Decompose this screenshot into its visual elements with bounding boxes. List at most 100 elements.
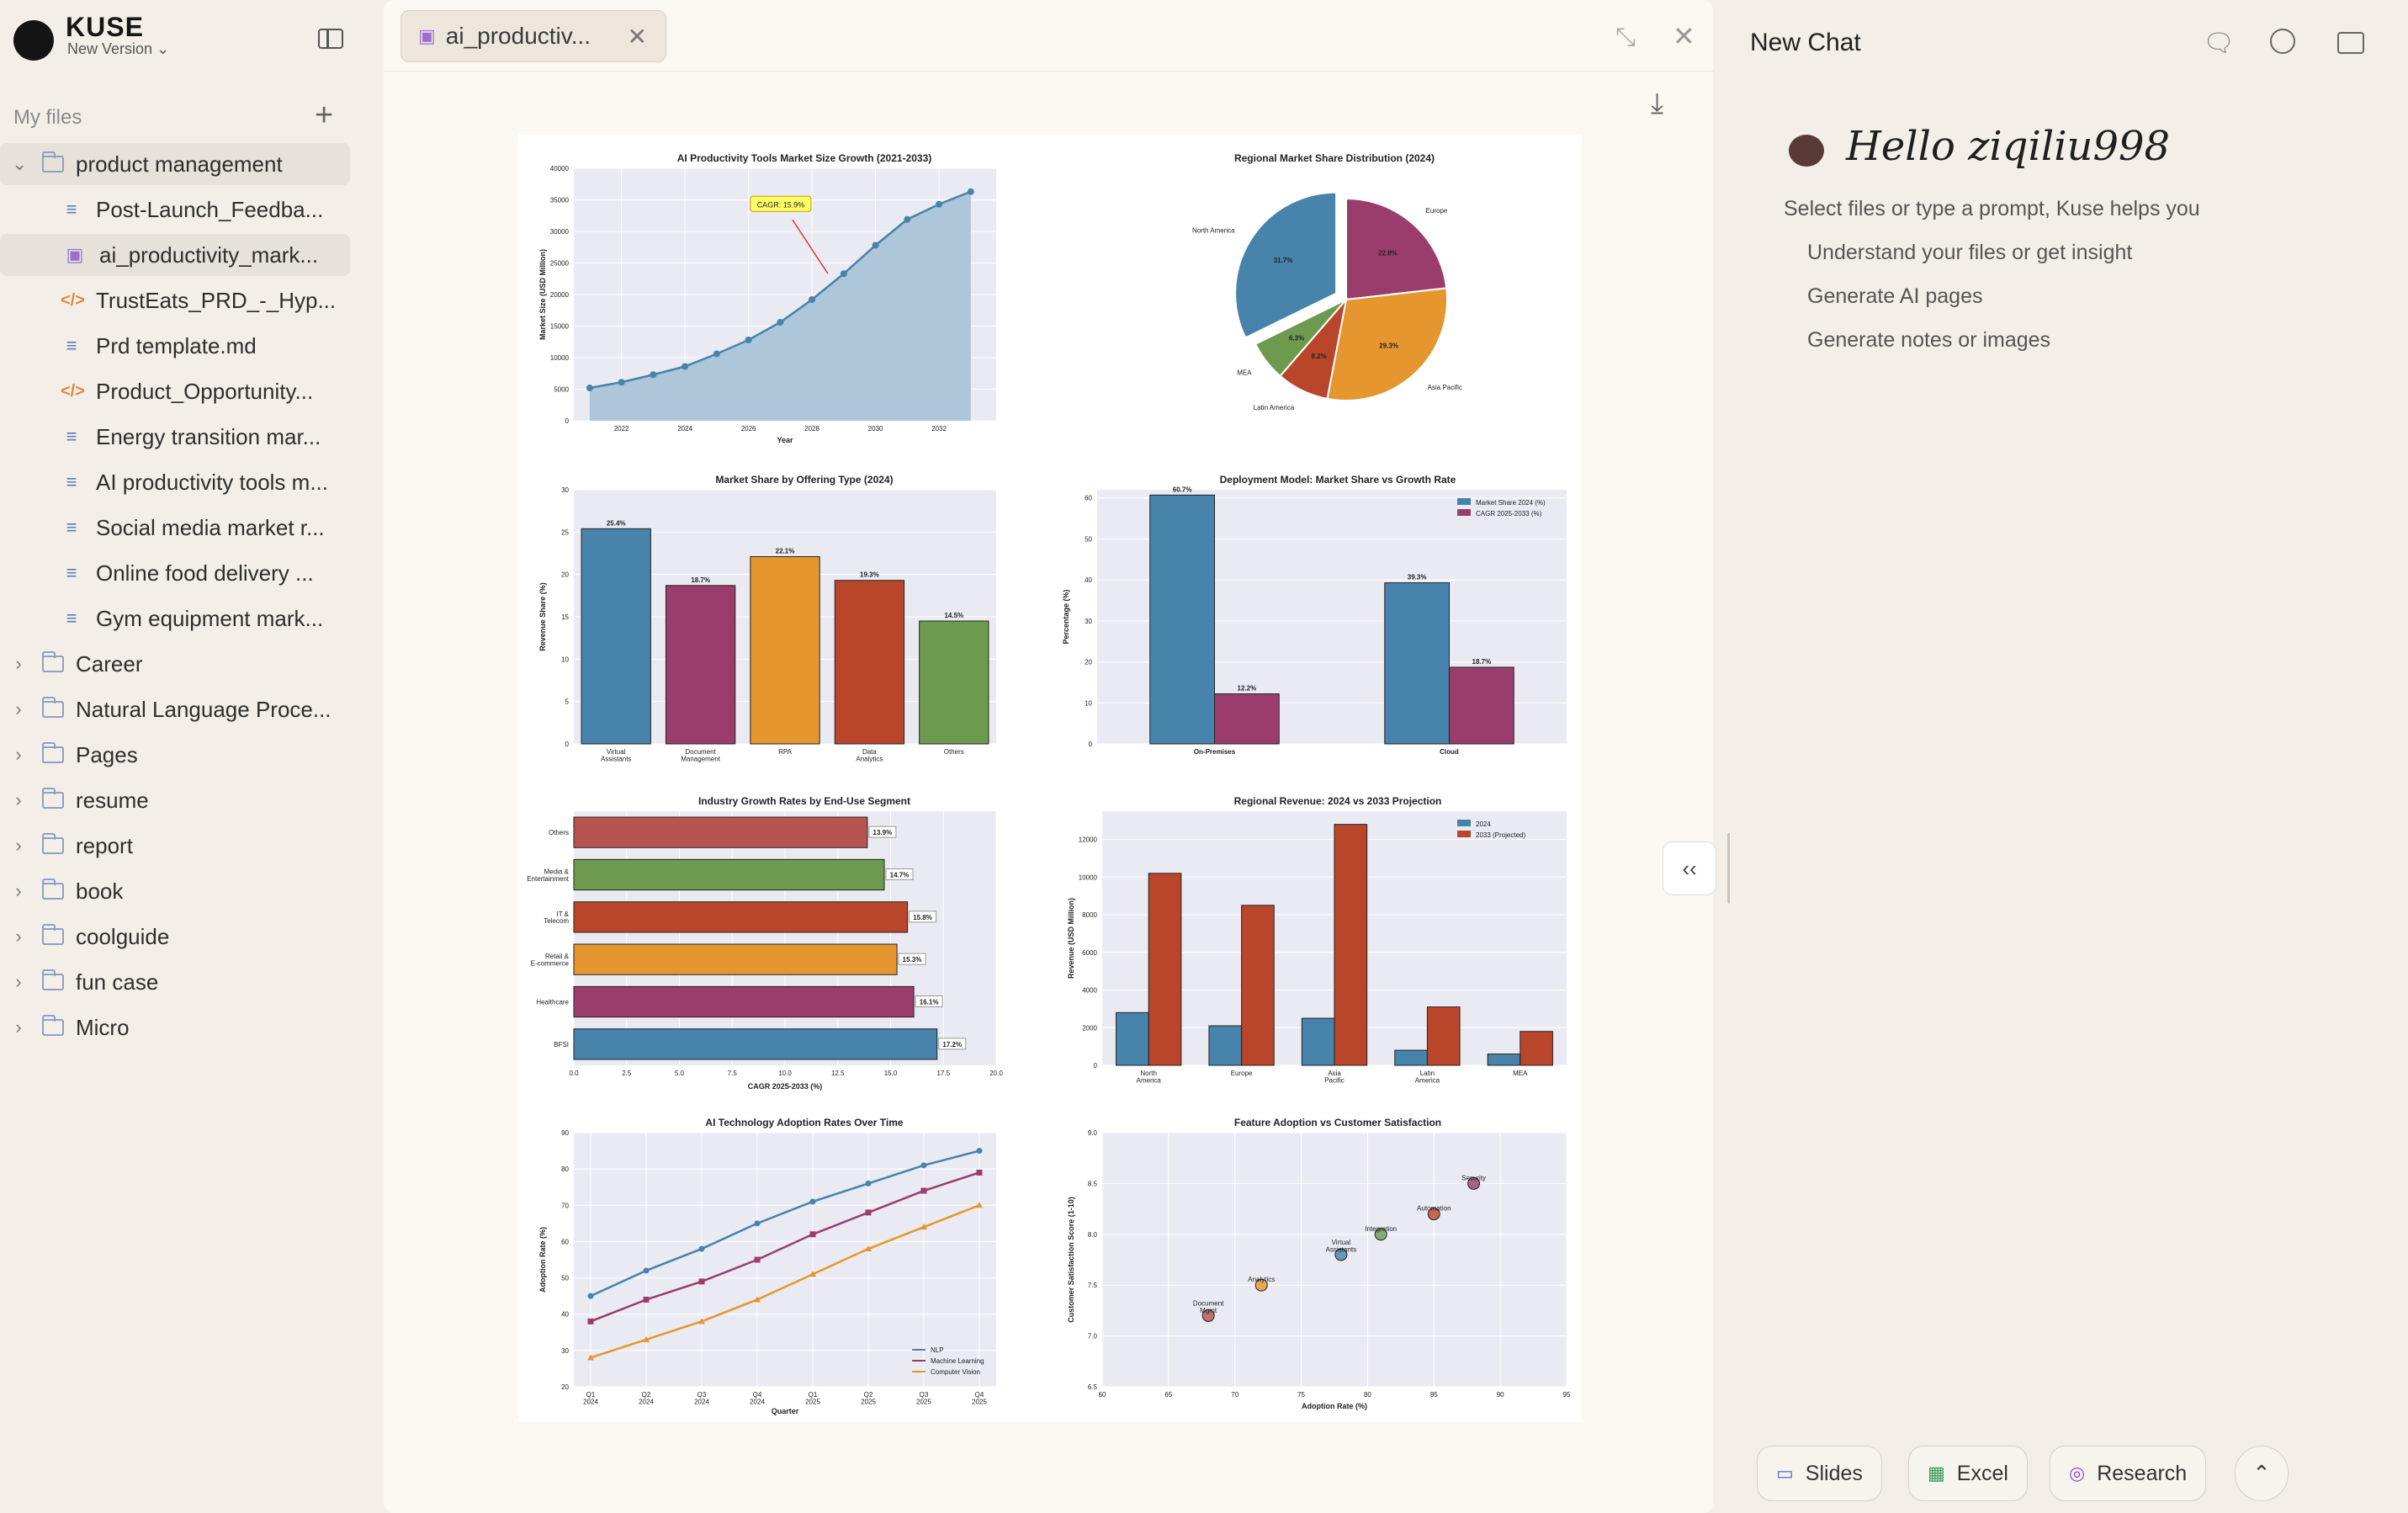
x-tick-label: 17.5 (936, 1070, 950, 1077)
sidebar-toggle-icon[interactable] (318, 29, 343, 49)
folder-item[interactable]: › Natural Language Proce... (0, 688, 350, 730)
code-file-icon: </> (61, 290, 85, 310)
x-tick-label: Q4 (975, 1391, 984, 1399)
chart-title: Deployment Model: Market Share vs Growth… (1220, 474, 1456, 486)
plot-area (1102, 1133, 1567, 1387)
file-item[interactable]: </> Product_Opportunity... (0, 370, 350, 412)
file-item[interactable]: ▣ ai_productivity_mark... (0, 234, 350, 276)
y-tick-label: 2000 (1082, 1024, 1097, 1032)
new-chat-icon[interactable]: 🗨 (2203, 29, 2236, 57)
data-point (872, 242, 879, 249)
document-icon: ≡ (66, 471, 77, 492)
close-tab-icon[interactable]: ✕ (627, 23, 647, 50)
point-label: Assistants (1326, 1245, 1356, 1253)
suggestion-ai-pages[interactable]: Generate AI pages (1807, 284, 1983, 308)
data-point (754, 1296, 761, 1303)
chevron-right-icon[interactable]: › (15, 835, 22, 856)
slice-value-label: 6.3% (1289, 334, 1304, 342)
chevron-right-icon[interactable]: › (15, 744, 22, 765)
slides-button[interactable]: ▭ Slides (1757, 1446, 1882, 1501)
tree-item-label: Gym equipment mark... (96, 605, 324, 631)
y-tick-label: 30 (561, 1347, 569, 1355)
file-item[interactable]: ≡ AI productivity tools m... (0, 461, 350, 503)
annotation-box (750, 195, 812, 212)
folder-item[interactable]: › coolguide (0, 916, 350, 958)
chevron-right-icon[interactable]: › (15, 880, 22, 901)
suggestion-notes-images[interactable]: Generate notes or images (1807, 328, 2051, 352)
chevron-right-icon[interactable]: › (15, 653, 22, 674)
y-tick-label: 8.5 (1088, 1180, 1098, 1187)
bar-value-label: 25.4% (607, 519, 626, 527)
file-item[interactable]: </> TrustEats_PRD_-_Hyp... (0, 279, 350, 321)
version-label: New Version (67, 40, 153, 57)
folder-item[interactable]: › Career (0, 643, 350, 685)
x-tick-label: Latin (1420, 1070, 1435, 1077)
chevron-right-icon[interactable]: › (15, 789, 22, 810)
version-selector[interactable]: New Version ⌄ (67, 40, 169, 58)
y-axis-label: Revenue Share (%) (538, 582, 547, 651)
folder-item[interactable]: ⌄ product management (0, 143, 350, 185)
excel-button[interactable]: ▦ Excel (1908, 1446, 2028, 1501)
x-tick-label: Cloud (1440, 748, 1459, 756)
y-tick-label: 6.5 (1088, 1383, 1098, 1391)
panel-toggle-icon[interactable] (2337, 32, 2364, 54)
research-button[interactable]: ◎ Research (2050, 1446, 2207, 1501)
chevron-right-icon[interactable]: › (15, 698, 22, 719)
data-point (698, 1245, 705, 1252)
folder-item[interactable]: › report (0, 825, 350, 867)
file-item[interactable]: ≡ Post-Launch_Feedba... (0, 188, 350, 231)
suggestion-understand[interactable]: Understand your files or get insight (1807, 241, 2133, 264)
tab-ai-productivity-image[interactable]: ▣ ai_productiv... ✕ (400, 10, 666, 62)
bar (665, 585, 736, 745)
file-item[interactable]: ≡ Energy transition mar... (0, 416, 350, 458)
folder-icon (42, 742, 64, 763)
y-tick-label: Healthcare (536, 999, 569, 1006)
slice-category-label: MEA (1237, 369, 1252, 377)
annotation-label: CAGR: 15.9% (757, 200, 805, 209)
file-item[interactable]: ≡ Social media market r... (0, 507, 350, 549)
chevron-right-icon[interactable]: › (15, 971, 22, 992)
file-item[interactable]: ≡ Online food delivery ... (0, 552, 350, 594)
download-icon[interactable]: ⤓ (1651, 88, 1664, 119)
minimize-icon[interactable]: ⤡ (1615, 24, 1636, 51)
file-item[interactable]: ≡ Prd template.md (0, 325, 350, 367)
folder-item[interactable]: › book (0, 870, 350, 912)
data-point (936, 200, 943, 208)
file-item[interactable]: ≡ Gym equipment mark... (0, 597, 350, 640)
x-tick-label: RPA (778, 748, 793, 756)
bar (573, 816, 868, 848)
scatter-point (1427, 1208, 1440, 1221)
folder-item[interactable]: › Pages (0, 734, 350, 776)
close-viewer-icon[interactable]: ✕ (1673, 21, 1695, 51)
add-file-icon[interactable]: + (315, 98, 334, 133)
folder-item[interactable]: › Micro (0, 1006, 350, 1048)
chevron-right-icon[interactable]: › (15, 1017, 22, 1038)
document-icon: ≡ (66, 335, 77, 356)
collapse-panel-button[interactable]: ‹‹ (1663, 841, 1716, 895)
expand-toolbar-button[interactable]: ⌃ (2235, 1446, 2289, 1501)
y-tick-label: Media & (544, 868, 570, 876)
y-tick-label: 0 (565, 417, 570, 425)
chevron-down-icon[interactable]: ⌄ (12, 153, 28, 174)
folder-item[interactable]: › resume (0, 779, 350, 821)
my-files-header: My files (13, 106, 82, 129)
viewer-divider (384, 71, 1713, 72)
data-point (650, 371, 657, 379)
folder-item[interactable]: › fun case (0, 961, 350, 1003)
y-tick-label: 6000 (1082, 949, 1097, 957)
file-sidebar: KUSE New Version ⌄ My files + ⌄ product m… (0, 0, 384, 1513)
y-tick-label: IT & (556, 910, 569, 918)
series-line (590, 1149, 980, 1298)
y-tick-label: 40 (561, 1311, 569, 1319)
tree-item-label: Post-Launch_Feedba... (96, 196, 324, 222)
panel-resize-handle[interactable] (1727, 833, 1731, 904)
x-tick-label: 2028 (804, 425, 819, 433)
chevron-right-icon[interactable]: › (15, 926, 22, 947)
folder-icon (42, 879, 64, 900)
y-tick-label: 30 (561, 486, 569, 494)
history-icon[interactable] (2270, 29, 2295, 54)
data-point (904, 215, 911, 223)
chart-title: AI Technology Adoption Rates Over Time (705, 1117, 903, 1128)
bar-value-label: 18.7% (691, 576, 710, 584)
research-label: Research (2097, 1461, 2188, 1485)
